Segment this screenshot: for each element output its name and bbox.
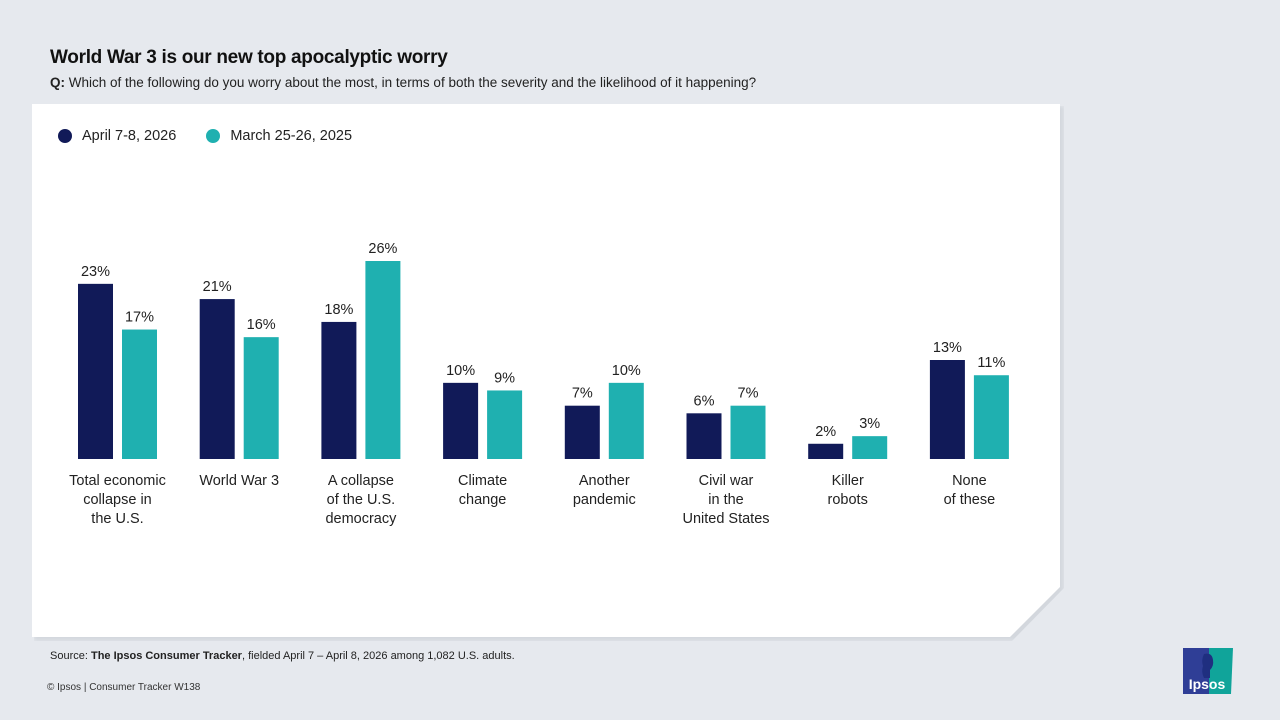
- bar-2025: [122, 329, 157, 459]
- category-label: A collapse: [328, 473, 394, 489]
- category-label: in the: [708, 492, 743, 508]
- legend-item-2026: April 7-8, 2026: [58, 128, 176, 144]
- bar-2026: [808, 443, 844, 459]
- bar-2025: [487, 390, 523, 459]
- svg-text:Ipsos: Ipsos: [1189, 676, 1226, 692]
- data-label: 10%: [446, 363, 475, 379]
- bar-2026: [929, 360, 965, 459]
- bar-2025: [365, 261, 401, 459]
- data-label: 11%: [977, 355, 1005, 371]
- source-prefix: Source:: [50, 650, 91, 662]
- category-label: United States: [682, 511, 769, 527]
- legend-label-2025: March 25-26, 2025: [230, 128, 353, 144]
- category-label: Another: [579, 473, 630, 489]
- ipsos-logo: Ipsos: [1183, 648, 1233, 694]
- bar-2025: [973, 375, 1009, 459]
- legend-swatch-2026: [58, 129, 72, 143]
- data-label: 9%: [494, 370, 515, 386]
- data-label: 17%: [125, 310, 154, 326]
- bar-2026: [443, 382, 479, 459]
- bar-2025: [608, 382, 644, 459]
- category-label: Civil war: [699, 473, 754, 489]
- bar-2025: [730, 405, 766, 459]
- category-label: change: [459, 492, 507, 508]
- bar-2025: [852, 436, 888, 459]
- data-label: 7%: [572, 386, 593, 402]
- category-label: the U.S.: [91, 511, 143, 527]
- data-label: 7%: [738, 386, 759, 402]
- data-label: 23%: [81, 264, 110, 280]
- category-label: World War 3: [199, 473, 279, 489]
- category-label: of the U.S.: [327, 492, 396, 508]
- data-label: 18%: [324, 302, 353, 318]
- survey-question: Q: Which of the following do you worry a…: [50, 75, 756, 90]
- category-label: Total economic: [69, 473, 166, 489]
- bar-2026: [199, 299, 235, 459]
- category-label: Killer: [832, 473, 864, 489]
- copyright: © Ipsos | Consumer Tracker W138: [47, 682, 201, 693]
- category-label: pandemic: [573, 492, 636, 508]
- question-text: Which of the following do you worry abou…: [68, 75, 757, 90]
- bar-2026: [321, 321, 357, 459]
- data-label: 26%: [368, 241, 397, 257]
- source-note: Source: The Ipsos Consumer Tracker, fiel…: [50, 650, 515, 662]
- legend: April 7-8, 2026 March 25-26, 2025: [58, 128, 352, 144]
- bar-2026: [686, 413, 722, 459]
- category-label: collapse in: [83, 492, 152, 508]
- bar-2026: [564, 405, 600, 459]
- legend-label-2026: April 7-8, 2026: [82, 128, 177, 144]
- source-details: , fielded April 7 – April 8, 2026 among …: [241, 650, 515, 662]
- data-label: 16%: [247, 317, 276, 333]
- category-label: robots: [828, 492, 868, 508]
- data-label: 6%: [694, 393, 715, 409]
- legend-swatch-2025: [206, 129, 221, 143]
- category-label: democracy: [325, 511, 397, 527]
- category-label: Climate: [458, 473, 507, 489]
- data-label: 3%: [859, 416, 880, 432]
- page-title: World War 3 is our new top apocalyptic w…: [50, 47, 448, 68]
- data-label: 13%: [933, 340, 962, 356]
- data-label: 10%: [612, 363, 641, 379]
- bar-2025: [243, 337, 279, 459]
- legend-item-2025: March 25-26, 2025: [206, 128, 352, 144]
- bar-2026: [78, 283, 113, 459]
- data-label: 21%: [203, 279, 232, 295]
- category-label: None: [952, 473, 987, 489]
- data-label: 2%: [815, 424, 836, 440]
- source-name: The Ipsos Consumer Tracker: [90, 650, 242, 662]
- category-label: of these: [944, 492, 996, 508]
- question-prefix: Q:: [50, 75, 65, 90]
